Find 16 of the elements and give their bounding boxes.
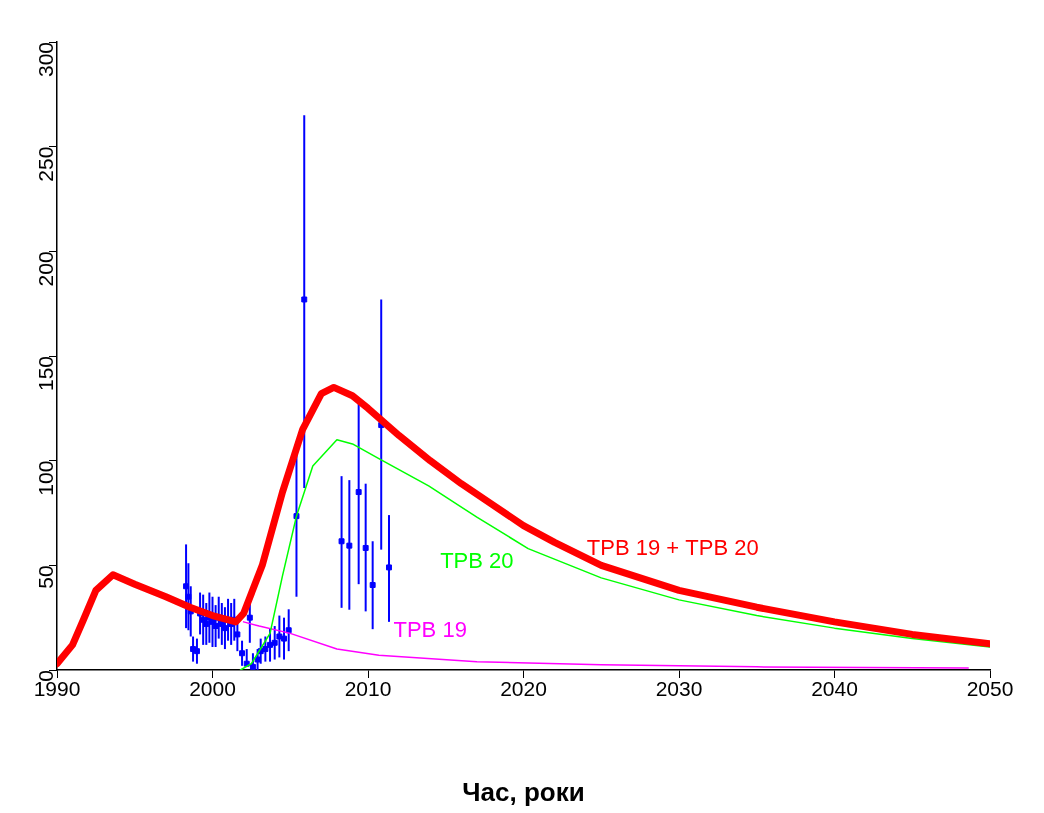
series-label: ТРВ 19 [393, 616, 467, 642]
x-tick-label: 2040 [811, 677, 858, 701]
y-tick-label: 150 [33, 356, 57, 392]
x-tick-label: 2030 [655, 677, 703, 701]
y-tick-label: 50 [33, 565, 57, 589]
y-tick-label: 100 [33, 460, 57, 496]
x-tick-label: 2020 [500, 677, 547, 701]
x-tick-label: 2000 [189, 677, 236, 701]
x-tick-label: 2010 [344, 677, 392, 701]
series-label: ТРВ 19 + ТРВ 20 [586, 534, 759, 560]
y-tick-label: 300 [33, 42, 57, 78]
y-tick-label: 200 [33, 251, 57, 287]
series-label: ТРВ 20 [440, 548, 514, 574]
x-tick-label: 2050 [966, 677, 1014, 701]
y-tick-label: 250 [33, 146, 57, 182]
x-axis-title: Час, роки [462, 776, 585, 807]
